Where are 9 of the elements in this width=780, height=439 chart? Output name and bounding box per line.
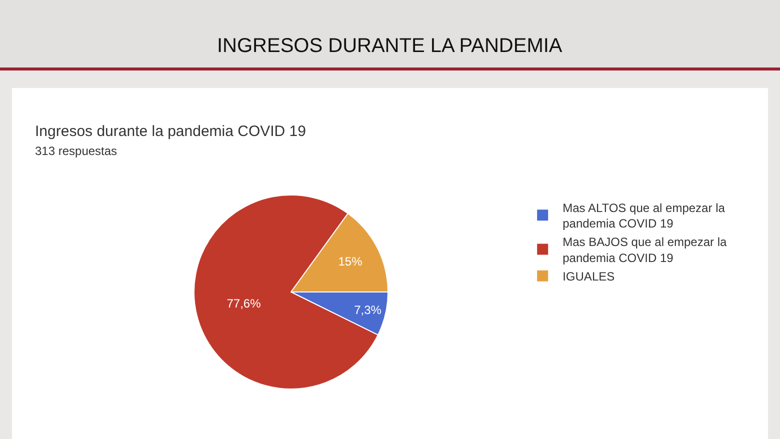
legend-label: IGUALES bbox=[562, 270, 615, 284]
data-label: 15% bbox=[338, 254, 363, 269]
data-label: 77,6% bbox=[226, 296, 262, 311]
legend-label: Mas BAJOS que al empezar la pandemia COVID 19 bbox=[562, 235, 727, 265]
chart-title: INGRESOS DURANTE LA PANDEMIA bbox=[217, 35, 563, 57]
data-label: 7,3% bbox=[354, 302, 382, 317]
text: 313 respuestas bbox=[35, 144, 118, 158]
chart-subtitle: Ingresos durante la pandemia COVID 19 bbox=[35, 123, 306, 140]
legend-label: Mas ALTOS que al empezar la pandemia COVID 19 bbox=[562, 200, 726, 231]
